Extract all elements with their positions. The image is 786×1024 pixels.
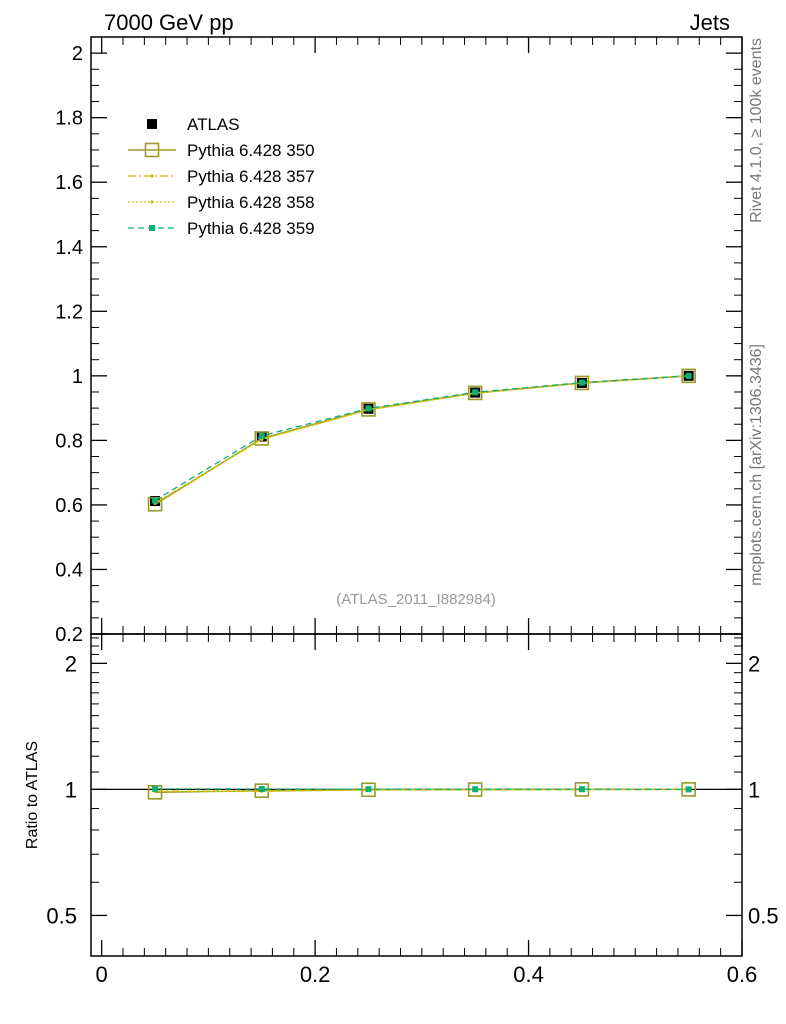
ratio-point-s359	[258, 786, 265, 793]
main-point-s359	[578, 379, 585, 386]
main-ytick-label: 0.4	[55, 559, 83, 581]
ratio-point-s350	[147, 785, 163, 800]
main-ytick-label: 1.8	[55, 108, 83, 130]
header-right: Jets	[690, 10, 730, 35]
rivet-label: Rivet 4.1.0, ≥ 100k events	[748, 38, 765, 223]
legend-marker-s357	[150, 174, 154, 178]
main-ytick-label: 1.6	[55, 172, 83, 194]
ratio-series-group	[147, 782, 696, 800]
ratio-point-s359	[685, 786, 692, 793]
ratio-ytick-label-left: 1	[65, 777, 77, 802]
main-ytick-label: 2	[72, 43, 83, 65]
main-line-s359	[154, 375, 689, 501]
main-point-s359	[258, 432, 265, 439]
legend-label-s359: Pythia 6.428 359	[187, 219, 315, 238]
ratio-ylabel: Ratio to ATLAS	[24, 741, 41, 849]
main-line-s350	[154, 375, 689, 505]
ratio-xtick-label: 0.2	[300, 962, 331, 987]
main-series-group	[147, 368, 696, 512]
legend: ATLAS Pythia 6.428 350 Pythia 6.428 357 Pyt…	[128, 115, 315, 238]
main-point-s350	[254, 431, 270, 446]
ratio-point-s359	[365, 786, 372, 793]
ratio-xtick-label: 0.6	[727, 962, 758, 987]
ratio-point-s359	[578, 786, 585, 793]
ratio-ytick-label-left: 2	[65, 651, 77, 676]
mcplots-label: mcplots.cern.ch [arXiv:1306.3436]	[748, 344, 765, 586]
main-point-s359	[365, 405, 372, 412]
ratio-ytick-label-left: 0.5	[46, 903, 77, 928]
legend-label-data: ATLAS	[187, 115, 240, 134]
legend-label-s357: Pythia 6.428 357	[187, 167, 315, 186]
legend-label-s350: Pythia 6.428 350	[187, 141, 315, 160]
ratio-axis-ticks: 0.5 0.5 1 1 2 2 0 0.2 0.4 0.6	[46, 634, 779, 987]
legend-marker-data	[147, 119, 157, 129]
legend-marker-s350	[144, 142, 160, 158]
main-point-s359	[152, 497, 159, 504]
legend-label-s358: Pythia 6.428 358	[187, 193, 315, 212]
ratio-xtick-label: 0	[96, 962, 108, 987]
main-ytick-label: 1	[72, 366, 83, 388]
header-left: 7000 GeV pp	[104, 10, 234, 35]
main-point-s359	[472, 389, 479, 396]
ratio-ytick-label-right: 0.5	[748, 903, 779, 928]
ratio-ytick-label-right: 1	[748, 777, 760, 802]
ratio-ytick-label-right: 2	[748, 651, 760, 676]
main-ytick-label: 0.8	[55, 430, 83, 452]
ratio-line-s359	[155, 788, 689, 791]
legend-marker-s359	[149, 225, 155, 231]
ratio-frame	[90, 633, 743, 957]
analysis-watermark: (ATLAS_2011_I882984)	[336, 591, 496, 608]
ratio-point-s359	[472, 786, 479, 793]
main-line-s357	[154, 375, 689, 504]
main-ytick-label: 0.6	[55, 495, 83, 517]
main-ytick-label: 1.4	[55, 237, 83, 259]
ratio-xtick-label: 0.4	[513, 962, 544, 987]
main-line-s358	[154, 375, 689, 504]
main-point-s359	[685, 372, 692, 379]
main-ytick-label: 0.2	[55, 624, 83, 646]
ratio-point-s359	[152, 785, 159, 792]
legend-marker-s358	[150, 200, 154, 204]
ratio-point-s350	[681, 782, 696, 797]
main-ytick-label: 1.2	[55, 301, 83, 323]
main-axis-ticks: 0.2 0.4 0.6 0.8 1 1.2 1.4 1.6 1.8 2	[55, 37, 743, 646]
